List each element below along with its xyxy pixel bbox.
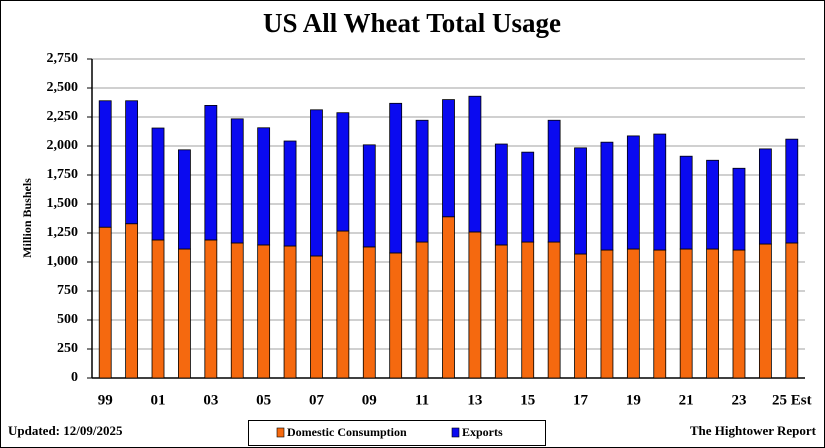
bar-segment xyxy=(494,143,508,246)
bar-segment xyxy=(178,248,191,379)
y-tick-label: 2,000 xyxy=(47,138,79,153)
bar-segment xyxy=(310,109,323,257)
x-tick-label: 09 xyxy=(362,392,377,408)
bar-segment xyxy=(442,216,455,379)
x-tick-label: 05 xyxy=(256,392,271,408)
bar-segment xyxy=(547,119,561,243)
x-tick-label: 07 xyxy=(309,392,325,408)
bar-segment xyxy=(125,223,139,379)
bar-segment xyxy=(362,144,376,248)
bar-segment xyxy=(389,252,403,379)
bar-segment xyxy=(98,226,112,379)
x-tick-label: 15 xyxy=(520,392,535,408)
bar-segment xyxy=(521,151,535,243)
legend-box xyxy=(248,420,546,446)
bar-segment xyxy=(679,155,693,250)
bar-segment xyxy=(653,133,667,251)
x-tick-label: 17 xyxy=(573,392,589,408)
legend-swatch xyxy=(276,427,285,438)
legend-label: Exports xyxy=(462,425,503,439)
y-tick-label: 1,500 xyxy=(47,196,79,211)
bar-segment xyxy=(626,248,640,379)
y-tick-label: 250 xyxy=(57,341,78,356)
legend-swatch xyxy=(451,427,460,438)
bar-segment xyxy=(574,253,587,379)
bar-segment xyxy=(468,231,482,379)
y-tick-label: 2,250 xyxy=(47,109,79,124)
bar-segment xyxy=(362,246,376,379)
bar-segment xyxy=(626,135,640,250)
bar-segment xyxy=(600,249,614,379)
y-tick-label: 1,750 xyxy=(47,167,79,182)
bar-segment xyxy=(547,241,561,379)
bar-segment xyxy=(600,141,614,251)
bar-segment xyxy=(151,239,165,379)
chart-title: US All Wheat Total Usage xyxy=(263,8,561,38)
bar-segment xyxy=(310,255,323,379)
bar-segment xyxy=(732,167,746,251)
bar-segment xyxy=(415,241,429,379)
bar-segment xyxy=(230,118,244,244)
bar-segment xyxy=(732,249,746,379)
x-tick-label: 99 xyxy=(98,392,113,408)
bar-segment xyxy=(706,159,719,250)
bar-segment xyxy=(178,149,191,250)
bar-segment xyxy=(389,102,403,254)
legend-label: Domestic Consumption xyxy=(287,425,407,439)
bar-segment xyxy=(758,243,772,379)
bar-segment xyxy=(706,248,719,379)
y-tick-label: 2,750 xyxy=(47,51,79,66)
bar-segment xyxy=(125,100,139,225)
bar-segment xyxy=(521,241,535,379)
bar-segment xyxy=(283,245,297,379)
y-tick-label: 1,250 xyxy=(47,225,79,240)
bar-segment xyxy=(336,112,350,232)
y-axis-label: Million Bushels xyxy=(20,178,34,258)
x-tick-label: 13 xyxy=(467,392,482,408)
y-tick-label: 0 xyxy=(71,370,78,385)
x-tick-label: 11 xyxy=(415,392,429,408)
bar-segment xyxy=(204,239,218,379)
bar-segment xyxy=(468,95,482,233)
x-tick-label: 23 xyxy=(731,392,746,408)
bar-segment xyxy=(257,127,271,246)
footer-left: Updated: 12/09/2025 xyxy=(8,423,123,438)
bar-segment xyxy=(494,244,508,379)
x-tick-label: 01 xyxy=(151,392,166,408)
bar-segment xyxy=(574,147,587,255)
bar-segment xyxy=(442,99,455,218)
bar-segment xyxy=(758,148,772,245)
bar-segment xyxy=(653,249,667,379)
bar-segment xyxy=(415,119,429,243)
bar-segment xyxy=(336,230,350,379)
bar-segment xyxy=(785,242,799,379)
bar-segment xyxy=(151,127,165,241)
x-tick-label: 25 Est xyxy=(772,392,812,408)
y-tick-label: 500 xyxy=(57,312,78,327)
bar-segment xyxy=(785,138,799,244)
bar-segment xyxy=(230,242,244,379)
x-tick-label: 19 xyxy=(626,392,641,408)
bar-segment xyxy=(257,244,271,379)
bar-segment xyxy=(679,248,693,379)
y-tick-label: 1,000 xyxy=(47,254,79,269)
y-tick-label: 750 xyxy=(57,283,78,298)
x-tick-label: 21 xyxy=(679,392,694,408)
bar-segment xyxy=(98,100,112,228)
footer-right: The Hightower Report xyxy=(690,423,817,438)
bar-segment xyxy=(204,105,218,241)
bar-segment xyxy=(283,140,297,247)
y-tick-label: 2,500 xyxy=(47,80,79,95)
x-tick-label: 03 xyxy=(203,392,218,408)
